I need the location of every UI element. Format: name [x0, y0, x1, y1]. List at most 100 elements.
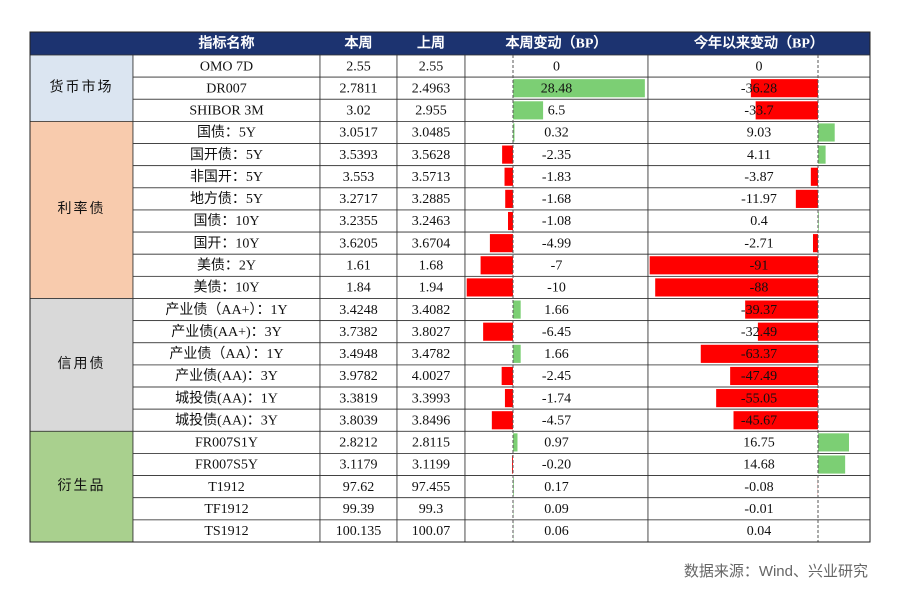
cell-text: 3.553: [343, 170, 375, 185]
cell-text: 3.8039: [339, 413, 378, 428]
cell-text: -39.37: [741, 303, 777, 318]
cell-text: -2.35: [542, 148, 571, 163]
group-label: 货币市场: [50, 78, 114, 95]
cell-text: -33.7: [744, 104, 773, 119]
cell-text: 0.32: [544, 126, 569, 141]
cell-text: 3.4248: [339, 303, 378, 318]
data-bar: [757, 322, 818, 341]
cell-text: 0.17: [544, 480, 569, 495]
cell-text: 0.4: [750, 214, 768, 229]
group-label: 信用债: [58, 356, 106, 372]
cell-text: 国债：10Y: [193, 213, 259, 229]
cell-text: 3.2355: [339, 214, 378, 229]
cell-text: 3.5393: [339, 148, 378, 163]
cell-text: 3.5628: [412, 148, 451, 163]
cell-text: -1.68: [542, 192, 571, 207]
data-bar: [502, 145, 513, 164]
cell-text: 美债：2Y: [197, 258, 256, 274]
group-cell: [29, 430, 134, 543]
cell-text: 1.84: [346, 281, 371, 296]
cell-text: -4.99: [542, 236, 571, 251]
cell-text: 2.55: [346, 59, 371, 74]
data-bar: [480, 256, 513, 275]
cell-text: 3.1199: [412, 458, 450, 473]
cell-text: 9.03: [747, 126, 772, 141]
cell-text: -32.49: [741, 325, 777, 340]
cell-text: 城投债(AA)：3Y: [175, 412, 278, 428]
cell-text: 2.8115: [412, 436, 450, 451]
cell-text: 1.94: [419, 281, 444, 296]
data-bar: [501, 366, 513, 386]
cell-text: T1912: [208, 480, 245, 495]
cell-text: 1.66: [544, 347, 569, 362]
data-bar: [649, 256, 818, 275]
cell-text: -1.83: [542, 170, 571, 185]
group-label: 衍生品: [58, 478, 106, 494]
data-bar: [466, 278, 513, 297]
cell-text: 3.8496: [412, 413, 451, 428]
data-bar: [483, 322, 513, 341]
cell-text: 0: [553, 59, 560, 74]
cell-text: -88: [750, 281, 769, 296]
data-bar: [505, 189, 513, 208]
cell-text: 3.2717: [339, 192, 378, 207]
data-bar: [755, 101, 818, 120]
cell-text: 地方债：5Y: [190, 191, 263, 207]
cell-text: 3.6704: [412, 236, 451, 251]
cell-text: -0.01: [744, 502, 773, 517]
data-bar: [745, 300, 818, 319]
cell-text: 3.4782: [412, 347, 451, 362]
data-bar: [700, 344, 818, 363]
cell-text: -6.45: [542, 325, 571, 340]
header-cell: 本周: [345, 35, 373, 52]
cell-text: 1.66: [544, 303, 569, 318]
cell-text: 2.55: [419, 59, 444, 74]
cell-text: 国开债：5Y: [190, 147, 263, 163]
cell-text: 100.135: [336, 524, 382, 539]
cell-text: 3.6205: [339, 236, 378, 251]
data-bar: [818, 455, 846, 474]
cell-text: 国债：5Y: [197, 125, 256, 141]
cell-text: -1.74: [542, 391, 571, 406]
cell-text: 3.3819: [339, 391, 378, 406]
data-bar: [795, 189, 818, 208]
header-cell: 本周变动（BP）: [506, 35, 608, 52]
cell-text: -47.49: [741, 369, 777, 384]
cell-text: 3.2463: [412, 214, 451, 229]
cell-text: -0.08: [744, 480, 773, 495]
cell-text: FR007S1Y: [195, 436, 258, 451]
cell-text: 3.0485: [412, 126, 451, 141]
cell-text: -2.71: [744, 236, 773, 251]
data-bar: [504, 389, 513, 408]
group-label: 利率债: [58, 200, 106, 217]
cell-text: 产业债（AA）：1Y: [169, 346, 283, 362]
cell-text: TF1912: [204, 502, 248, 517]
cell-text: 99.39: [343, 502, 375, 517]
cell-text: 28.48: [541, 81, 573, 96]
cell-text: 3.4948: [339, 347, 378, 362]
table-border: [29, 31, 871, 543]
cell-text: 0.06: [544, 524, 569, 539]
source-note: 数据来源：Wind、兴业研究: [684, 563, 868, 580]
cell-text: 3.02: [346, 104, 371, 119]
cell-text: -11.97: [741, 192, 777, 207]
data-bar: [491, 411, 513, 430]
cell-text: 3.7382: [339, 325, 378, 340]
cell-text: -3.87: [744, 170, 773, 185]
cell-text: -10: [547, 281, 566, 296]
cell-text: 2.955: [415, 104, 447, 119]
cell-text: 97.455: [412, 480, 451, 495]
data-bar: [507, 211, 513, 231]
cell-text: 3.8027: [412, 325, 451, 340]
cell-text: SHIBOR 3M: [189, 104, 264, 119]
cell-text: 3.9782: [339, 369, 378, 384]
group-cell: [29, 298, 134, 432]
cell-text: 2.4963: [412, 81, 451, 96]
cell-text: 3.0517: [339, 126, 378, 141]
data-bar: [810, 167, 818, 186]
cell-text: OMO 7D: [200, 59, 253, 74]
data-bar: [513, 300, 521, 319]
cell-text: 非国开：5Y: [190, 169, 263, 185]
data-bar: [513, 433, 518, 452]
data-bar: [750, 79, 818, 98]
